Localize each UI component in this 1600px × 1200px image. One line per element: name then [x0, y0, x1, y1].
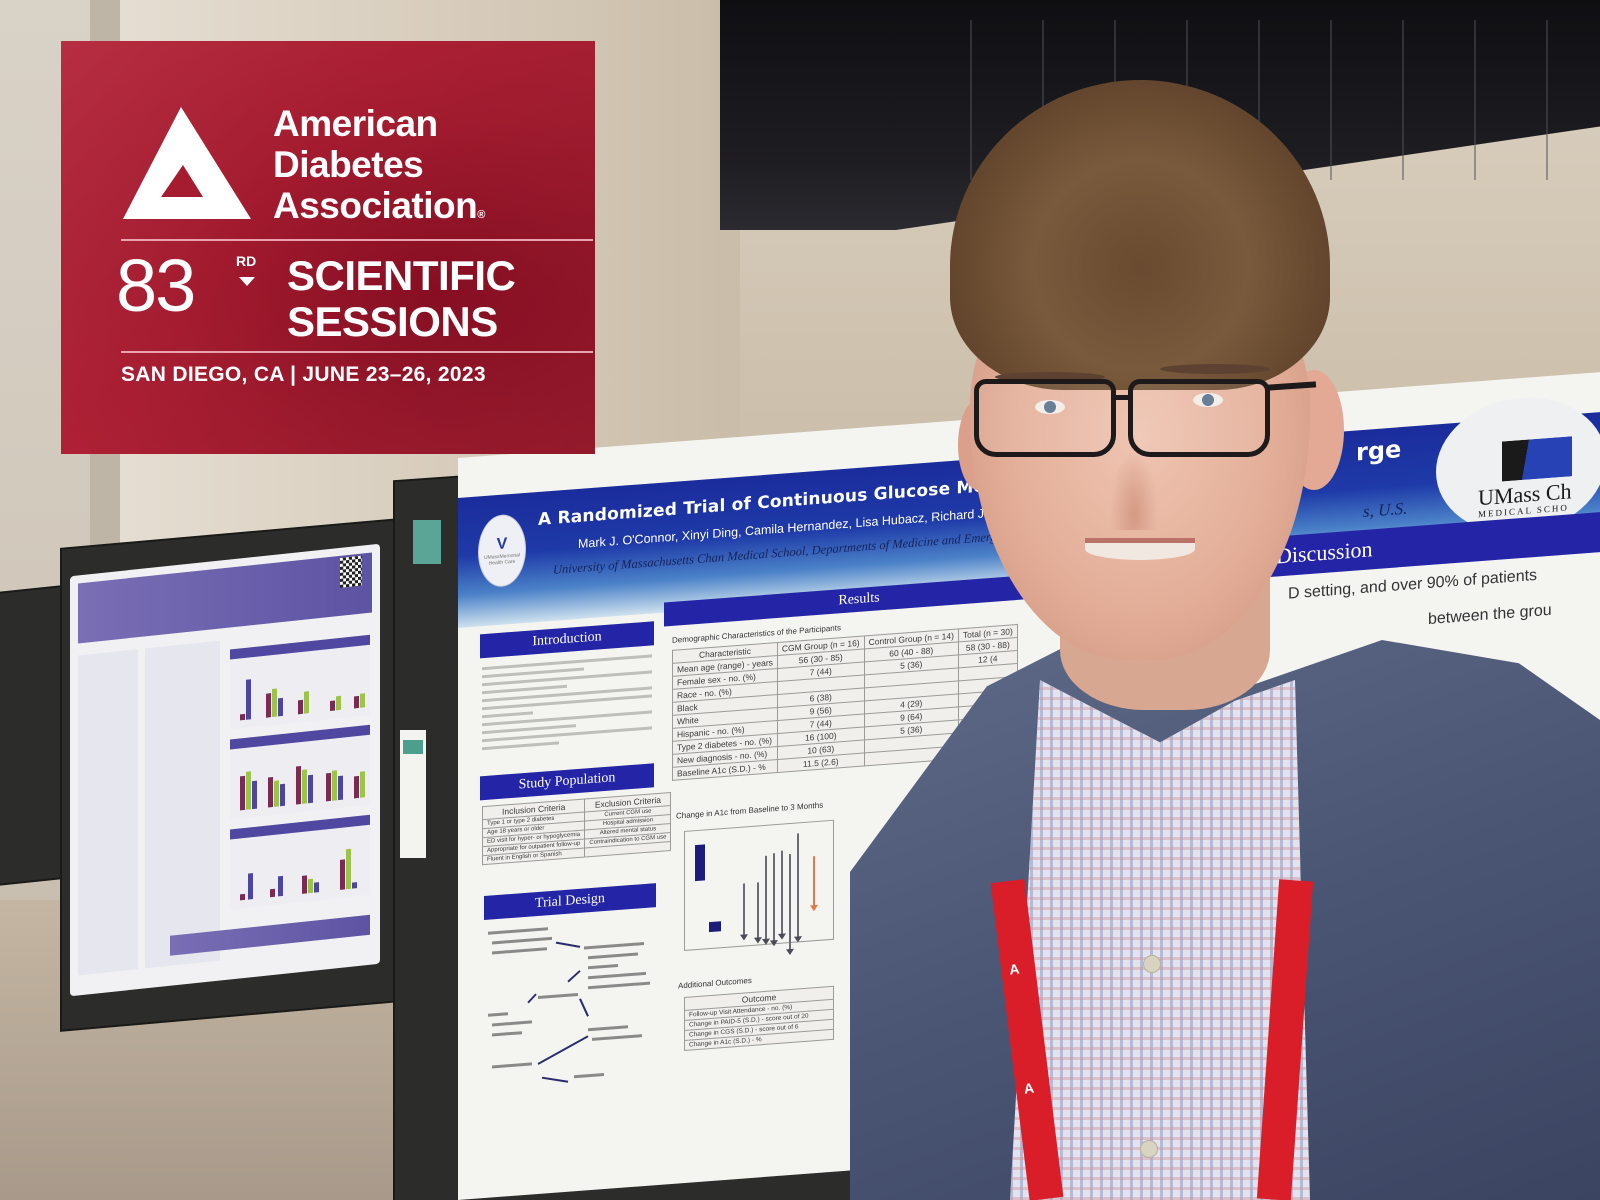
divider [121, 351, 593, 353]
neighbor-poster-chart [230, 634, 370, 730]
chart-box-3month [709, 921, 721, 933]
additional-outcomes-table: Outcome Follow-up Visit Attendance - no.… [684, 985, 834, 1052]
participant-arrow-highlighted [813, 856, 815, 907]
umass-logo-icon [1502, 436, 1572, 481]
demographics-table: Characteristic CGM Group (n = 16) Contro… [672, 623, 1018, 781]
participant-arrow [765, 855, 767, 940]
poster-board-far [0, 586, 70, 884]
qr-code-icon [340, 555, 362, 588]
neighbor-poster-column [78, 649, 138, 976]
neighbor-poster [70, 543, 380, 997]
additional-outcomes-title: Additional Outcomes [678, 975, 752, 991]
ada-scientific-sessions-logo: American Diabetes Association® 83 RD SCI… [61, 41, 595, 454]
poster-title-tail: rge [1356, 435, 1402, 467]
participant-arrow [743, 883, 745, 936]
neighbor-poster-column [145, 640, 220, 969]
participant-arrow [757, 882, 759, 939]
poster-qr-label [400, 730, 426, 858]
ceiling-truss [900, 20, 1580, 180]
introduction-text [482, 649, 652, 755]
chart-box-baseline [695, 844, 705, 882]
participant-arrow [797, 833, 799, 938]
neighbor-poster-chart [230, 724, 370, 820]
main-poster: V UMassMemorial Health Care A Randomized… [458, 372, 1600, 1200]
v-logo-icon: V [496, 535, 508, 554]
study-population-table: Inclusion Criteria Exclusion Criteria Ty… [482, 791, 672, 866]
event-name: SCIENTIFIC SESSIONS [287, 252, 516, 345]
edition-number: 83 [116, 244, 196, 327]
left-logo-text: UMassMemorial Health Care [483, 552, 521, 567]
a1c-chart [684, 819, 834, 952]
event-location-date: SAN DIEGO, CA | JUNE 23–26, 2023 [121, 363, 486, 386]
a1c-chart-title: Change in A1c from Baseline to 3 Months [676, 800, 824, 821]
participant-arrow [789, 853, 791, 951]
neighbor-poster-chart [230, 814, 370, 910]
edition-suffix: RD [236, 253, 257, 269]
participant-arrow [781, 850, 783, 935]
divider [121, 239, 593, 241]
ada-org-name: American Diabetes Association® [273, 103, 485, 226]
discussion-text: between the grou [1428, 601, 1552, 629]
trial-design-flowchart [488, 927, 650, 1083]
participant-arrow [773, 853, 775, 942]
ada-triangle-icon [123, 107, 251, 219]
poster-affiliation-tail: s, U.S. [1363, 498, 1408, 521]
board-number-tag [413, 520, 441, 564]
triangle-marker-icon [239, 277, 255, 286]
